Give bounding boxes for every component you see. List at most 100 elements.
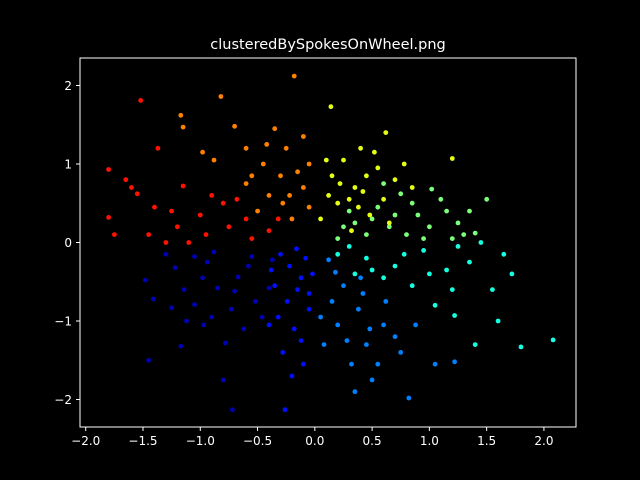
scatter-point-cluster-6-13 [401, 161, 407, 167]
scatter-point-cluster-4-1 [335, 251, 341, 257]
scatter-point-cluster-4-23 [352, 271, 358, 277]
scatter-point-cluster-6-25 [449, 156, 455, 161]
scatter-point-cluster-5-23 [461, 232, 467, 238]
scatter-point-cluster-7-25 [264, 142, 270, 147]
scatter-point-cluster-7-3 [278, 173, 283, 179]
scatter-point-cluster-8-24 [234, 196, 240, 202]
scatter-point-cluster-7-4 [260, 161, 266, 167]
scatter-point-cluster-8-7 [129, 185, 134, 190]
scatter-point-cluster-8-4 [197, 212, 203, 218]
scatter-point-cluster-6-10 [349, 228, 354, 234]
scatter-point-cluster-7-15 [178, 112, 184, 118]
scatter-point-cluster-1-14 [259, 314, 265, 320]
scatter-point-cluster-1-22 [178, 343, 184, 349]
scatter-point-cluster-4-17 [346, 244, 352, 249]
scatter-point-cluster-2-20 [294, 246, 299, 252]
scatter-point-cluster-6-5 [358, 145, 363, 151]
scatter-point-cluster-5-12 [427, 224, 432, 230]
scatter-point-cluster-5-5 [438, 196, 444, 202]
scatter-point-cluster-2-17 [298, 338, 304, 343]
scatter-point-cluster-1-1 [204, 259, 210, 265]
scatter-point-cluster-1-2 [215, 285, 220, 291]
scatter-point-cluster-3-21 [333, 269, 338, 275]
scatter-point-cluster-8-3 [220, 200, 226, 206]
scatter-point-cluster-1-6 [228, 306, 234, 312]
scatter-point-cluster-1-15 [223, 340, 228, 346]
x-tick-label: −1.5 [128, 434, 157, 448]
scatter-point-cluster-6-4 [352, 185, 358, 190]
scatter-point-cluster-4-25 [452, 313, 457, 318]
scatter-point-cluster-2-11 [266, 322, 272, 328]
scatter-point-cluster-5-17 [409, 200, 415, 206]
scatter-point-cluster-5-2 [375, 204, 381, 210]
scatter-point-cluster-4-7 [490, 287, 495, 292]
scatter-point-cluster-3-4 [335, 322, 341, 328]
scatter-point-cluster-3-3 [356, 306, 361, 312]
scatter-point-cluster-4-4 [421, 248, 426, 253]
scatter-point-cluster-2-7 [306, 306, 312, 312]
x-tick-label: 1.5 [477, 434, 496, 448]
scatter-point-cluster-5-25 [341, 224, 346, 230]
x-tick-label: −1.0 [186, 434, 215, 448]
scatter-point-cluster-2-1 [278, 251, 283, 257]
scatter-point-cluster-6-16 [364, 173, 369, 179]
scatter-point-cluster-7-18 [211, 157, 217, 163]
scatter-point-cluster-6-3 [341, 157, 346, 163]
scatter-point-cluster-2-13 [310, 271, 315, 277]
scatter-point-cluster-8-23 [209, 193, 215, 198]
scatter-point-cluster-6-24 [360, 189, 366, 194]
scatter-point-cluster-7-16 [180, 124, 186, 130]
scatter-point-cluster-6-2 [329, 173, 335, 179]
scatter-point-cluster-1-18 [246, 263, 251, 269]
scatter-point-cluster-2-16 [282, 407, 288, 413]
scatter-point-cluster-2-14 [275, 314, 281, 320]
scatter-point-cluster-5-11 [404, 232, 409, 238]
scatter-point-cluster-4-21 [449, 287, 455, 292]
scatter-point-cluster-8-8 [106, 167, 111, 172]
scatter-point-cluster-3-16 [318, 314, 323, 320]
scatter-point-cluster-7-9 [306, 161, 312, 167]
scatter-point-cluster-8-12 [112, 232, 117, 238]
y-tick-label: 2 [64, 79, 72, 93]
scatter-point-cluster-6-17 [392, 177, 398, 183]
scatter-point-cluster-1-7 [192, 302, 197, 307]
scatter-point-cluster-3-24 [321, 342, 327, 347]
scatter-point-cluster-2-18 [306, 291, 312, 296]
scatter-point-cluster-2-3 [284, 299, 290, 304]
scatter-point-cluster-6-18 [346, 196, 352, 202]
scatter-point-cluster-6-9 [335, 200, 341, 206]
scatter-point-cluster-1-13 [181, 287, 187, 292]
scatter-point-cluster-8-10 [134, 191, 140, 197]
scatter-point-cluster-3-22 [367, 326, 373, 332]
scatter-point-cluster-7-7 [283, 145, 289, 151]
scatter-point-cluster-1-16 [163, 251, 169, 257]
scatter-point-cluster-8-13 [146, 232, 152, 238]
scatter-point-cluster-1-5 [266, 285, 272, 291]
scatter-point-cluster-3-8 [369, 377, 375, 383]
scatter-point-cluster-7-8 [301, 134, 306, 139]
scatter-point-cluster-8-11 [106, 215, 111, 220]
x-axis: −2.0 −1.5 −1.0 −0.5 0.0 0.5 1.0 1.5 2.0 [71, 427, 553, 448]
scatter-point-cluster-6-11 [383, 130, 389, 136]
scatter-point-cluster-1-9 [201, 322, 207, 328]
scatter-point-cluster-1-30 [252, 299, 258, 304]
scatter-point-cluster-7-20 [295, 169, 300, 175]
scatter-point-cluster-8-25 [169, 208, 175, 214]
scatter-point-cluster-2-2 [298, 275, 304, 281]
scatter-point-cluster-5-21 [444, 208, 449, 214]
scatter-point-cluster-3-7 [349, 361, 354, 367]
scatter-point-cluster-6-21 [356, 204, 361, 210]
scatter-point-cluster-5-24 [421, 236, 426, 242]
scatter-point-cluster-7-24 [306, 204, 312, 210]
scatter-point-cluster-8-22 [180, 183, 186, 189]
scatter-points [106, 73, 556, 413]
y-tick-label: 1 [64, 157, 72, 171]
x-tick-label: 0.0 [305, 434, 324, 448]
scatter-point-cluster-3-17 [392, 334, 398, 340]
scatter-point-cluster-6-8 [367, 212, 373, 218]
scatter-point-cluster-4-19 [401, 251, 407, 257]
scatter-point-cluster-7-17 [200, 149, 206, 155]
scatter-point-cluster-8-17 [226, 224, 232, 230]
scatter-point-cluster-4-5 [444, 267, 449, 273]
